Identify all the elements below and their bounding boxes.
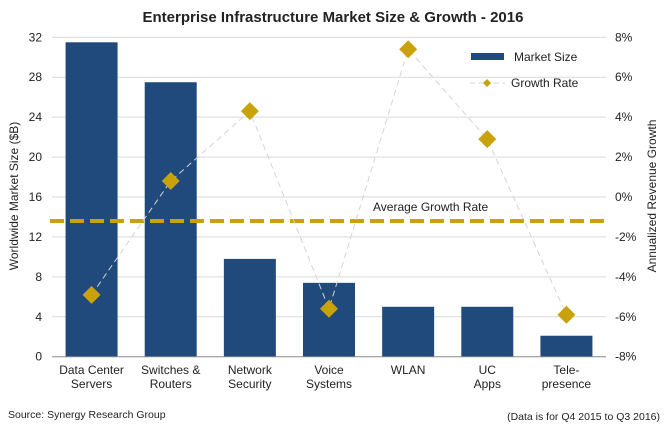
y-right-tick-label: -8%: [615, 350, 637, 364]
x-tick-label: Tele-: [553, 363, 579, 377]
x-tick-label: Voice: [314, 363, 344, 377]
x-tick-label: Routers: [150, 377, 192, 391]
average-growth-label: Average Growth Rate: [373, 200, 488, 214]
x-tick-label: UC: [479, 363, 497, 377]
data-period-note: (Data is for Q4 2015 to Q3 2016): [507, 411, 660, 423]
y-tick-label: 24: [29, 110, 43, 124]
growth-point: [161, 172, 180, 191]
x-tick-label: Data Center: [59, 363, 124, 377]
legend-market-size-swatch: [471, 53, 504, 60]
bar: [461, 306, 514, 357]
y-axis-right-label: Annualized Revenue Growth: [645, 120, 659, 273]
bar: [540, 335, 593, 357]
y-tick-label: 4: [35, 310, 42, 324]
y-tick-label: 8: [35, 270, 42, 284]
y-tick-label: 28: [29, 70, 43, 84]
growth-point: [320, 299, 338, 318]
y-right-tick-label: -2%: [615, 230, 637, 244]
y-right-tick-label: 6%: [615, 70, 633, 84]
growth-point: [240, 102, 259, 121]
y-tick-label: 16: [29, 190, 43, 204]
y-tick-label: 20: [29, 150, 43, 164]
bar: [223, 258, 276, 357]
y-axis-label: Worldwide Market Size ($B): [7, 122, 21, 271]
y-right-tick-label: -6%: [615, 310, 637, 324]
y-right-tick-label: 0%: [615, 190, 633, 204]
growth-point: [478, 130, 497, 149]
legend-growth-rate-label: Growth Rate: [511, 76, 579, 90]
y-right-tick-label: -4%: [615, 270, 637, 284]
x-tick-label: WLAN: [391, 363, 426, 377]
y-tick-label: 0: [35, 350, 42, 364]
bar: [382, 306, 435, 357]
legend-growth-marker: [483, 79, 491, 87]
x-tick-label: Apps: [474, 377, 501, 391]
bar: [65, 42, 118, 357]
growth-point: [82, 285, 101, 304]
bar: [303, 282, 355, 357]
x-tick-label: Network: [228, 363, 273, 377]
source-note: Source: Synergy Research Group: [8, 409, 166, 421]
legend-market-size-label: Market Size: [514, 50, 578, 64]
x-tick-label: Servers: [71, 377, 112, 391]
y-right-tick-label: 2%: [615, 150, 633, 164]
y-right-tick-label: 4%: [615, 110, 633, 124]
x-tick-label: Switches &: [141, 363, 200, 377]
x-tick-label: Security: [228, 377, 271, 391]
growth-point: [557, 305, 576, 324]
chart-title: Enterprise Infrastructure Market Size & …: [143, 9, 524, 26]
x-tick-label: presence: [542, 377, 592, 391]
y-tick-label: 32: [29, 30, 43, 44]
growth-point: [399, 40, 418, 59]
y-right-tick-label: 8%: [615, 30, 633, 44]
y-tick-label: 12: [29, 230, 43, 244]
x-tick-label: Systems: [306, 377, 352, 391]
